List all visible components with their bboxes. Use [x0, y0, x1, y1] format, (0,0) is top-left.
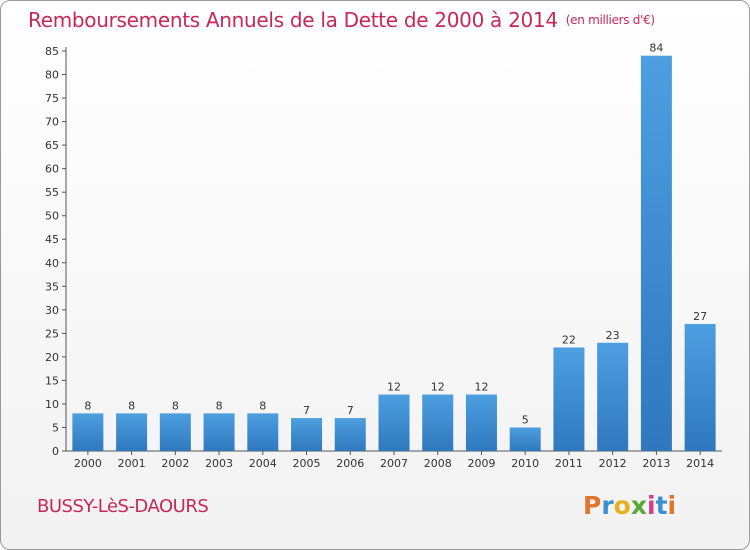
bar-2001	[116, 413, 148, 451]
value-label: 8	[172, 399, 179, 412]
y-tick-label: 15	[45, 374, 59, 387]
x-tick-labels: 2000 2001 2002 2003 2004 2005 2006 2007 2008 2009…	[74, 457, 714, 470]
x-tick-label: 2009	[467, 457, 495, 470]
value-label: 12	[474, 381, 488, 394]
y-tick-label: 40	[45, 257, 59, 270]
value-label: 27	[693, 310, 707, 323]
x-tick-label: 2008	[424, 457, 452, 470]
logo-letter: t	[655, 491, 668, 520]
logo-letter: i	[667, 491, 677, 520]
bar-2013	[640, 55, 672, 452]
y-tick-label: 35	[45, 280, 59, 293]
x-tick-label: 2011	[555, 457, 583, 470]
y-tick-label: 20	[45, 351, 59, 364]
y-tick-label: 60	[45, 163, 59, 176]
value-label: 7	[303, 404, 310, 417]
bar-2004	[247, 413, 279, 451]
y-tick-label: 30	[45, 304, 59, 317]
value-labels: 8 8 8 8 8 7 7 12 12 12 5 22 23 84 27	[84, 42, 707, 427]
x-tick-label: 2000	[74, 457, 102, 470]
chart-title: Remboursements Annuels de la Dette de 20…	[28, 8, 655, 32]
value-label: 12	[431, 381, 445, 394]
y-tick-label: 5	[52, 421, 59, 434]
value-label: 22	[562, 333, 576, 346]
logo-letter: x	[630, 491, 647, 520]
x-tick-label: 2001	[118, 457, 146, 470]
value-label: 23	[606, 329, 620, 342]
bar-2000	[72, 413, 104, 451]
bar-2012	[597, 342, 629, 451]
x-tick-label: 2004	[249, 457, 277, 470]
y-tick-label: 85	[45, 45, 59, 58]
x-tick-label: 2002	[161, 457, 189, 470]
y-tick-label: 75	[45, 92, 59, 105]
x-tick-label: 2007	[380, 457, 408, 470]
bar-2006	[334, 418, 366, 451]
commune-name: BUSSY-LèS-DAOURS	[37, 496, 209, 517]
y-tick-label: 70	[45, 116, 59, 129]
logo-letter: o	[613, 491, 631, 520]
bar-2009	[465, 394, 497, 451]
value-label: 84	[649, 42, 663, 55]
x-tick-label: 2003	[205, 457, 233, 470]
bar-2010	[509, 427, 541, 451]
chart-bars	[72, 55, 716, 452]
bar-2014	[684, 323, 716, 451]
y-tick-label: 50	[45, 210, 59, 223]
proxiti-logo: Proxiti	[583, 491, 676, 520]
value-label: 8	[259, 399, 266, 412]
y-tick-labels: 0 5 10 15 20 25 30 35 40 45 50 55 60 65 70 75 80 85	[45, 45, 59, 458]
chart-unit: (en milliers d'€)	[565, 13, 655, 27]
y-tick-label: 55	[45, 186, 59, 199]
x-tick-label: 2005	[293, 457, 321, 470]
bar-2005	[291, 418, 323, 451]
x-tick-label: 2010	[511, 457, 539, 470]
x-tick-label: 2014	[686, 457, 714, 470]
value-label: 8	[128, 399, 135, 412]
chart-title-text: Remboursements Annuels de la Dette de 20…	[28, 8, 558, 32]
bar-2003	[203, 413, 235, 451]
y-tick-label: 25	[45, 327, 59, 340]
value-label: 12	[387, 381, 401, 394]
bar-2008	[422, 394, 454, 451]
y-tick-label: 65	[45, 139, 59, 152]
bar-2002	[159, 413, 191, 451]
y-tick-label: 45	[45, 233, 59, 246]
value-label: 8	[84, 399, 91, 412]
value-label: 8	[216, 399, 223, 412]
x-tick-label: 2013	[642, 457, 670, 470]
x-tick-label: 2006	[336, 457, 364, 470]
logo-letter: P	[583, 491, 602, 520]
value-label: 5	[522, 413, 529, 426]
y-tick-label: 0	[52, 445, 59, 458]
logo-letter: i	[647, 491, 656, 520]
y-tick-label: 80	[45, 69, 59, 82]
logo-letter: r	[601, 491, 614, 520]
y-tick-label: 10	[45, 398, 59, 411]
bar-2007	[378, 394, 410, 451]
x-tick-label: 2012	[599, 457, 627, 470]
bar-2011	[553, 347, 585, 451]
value-label: 7	[347, 404, 354, 417]
